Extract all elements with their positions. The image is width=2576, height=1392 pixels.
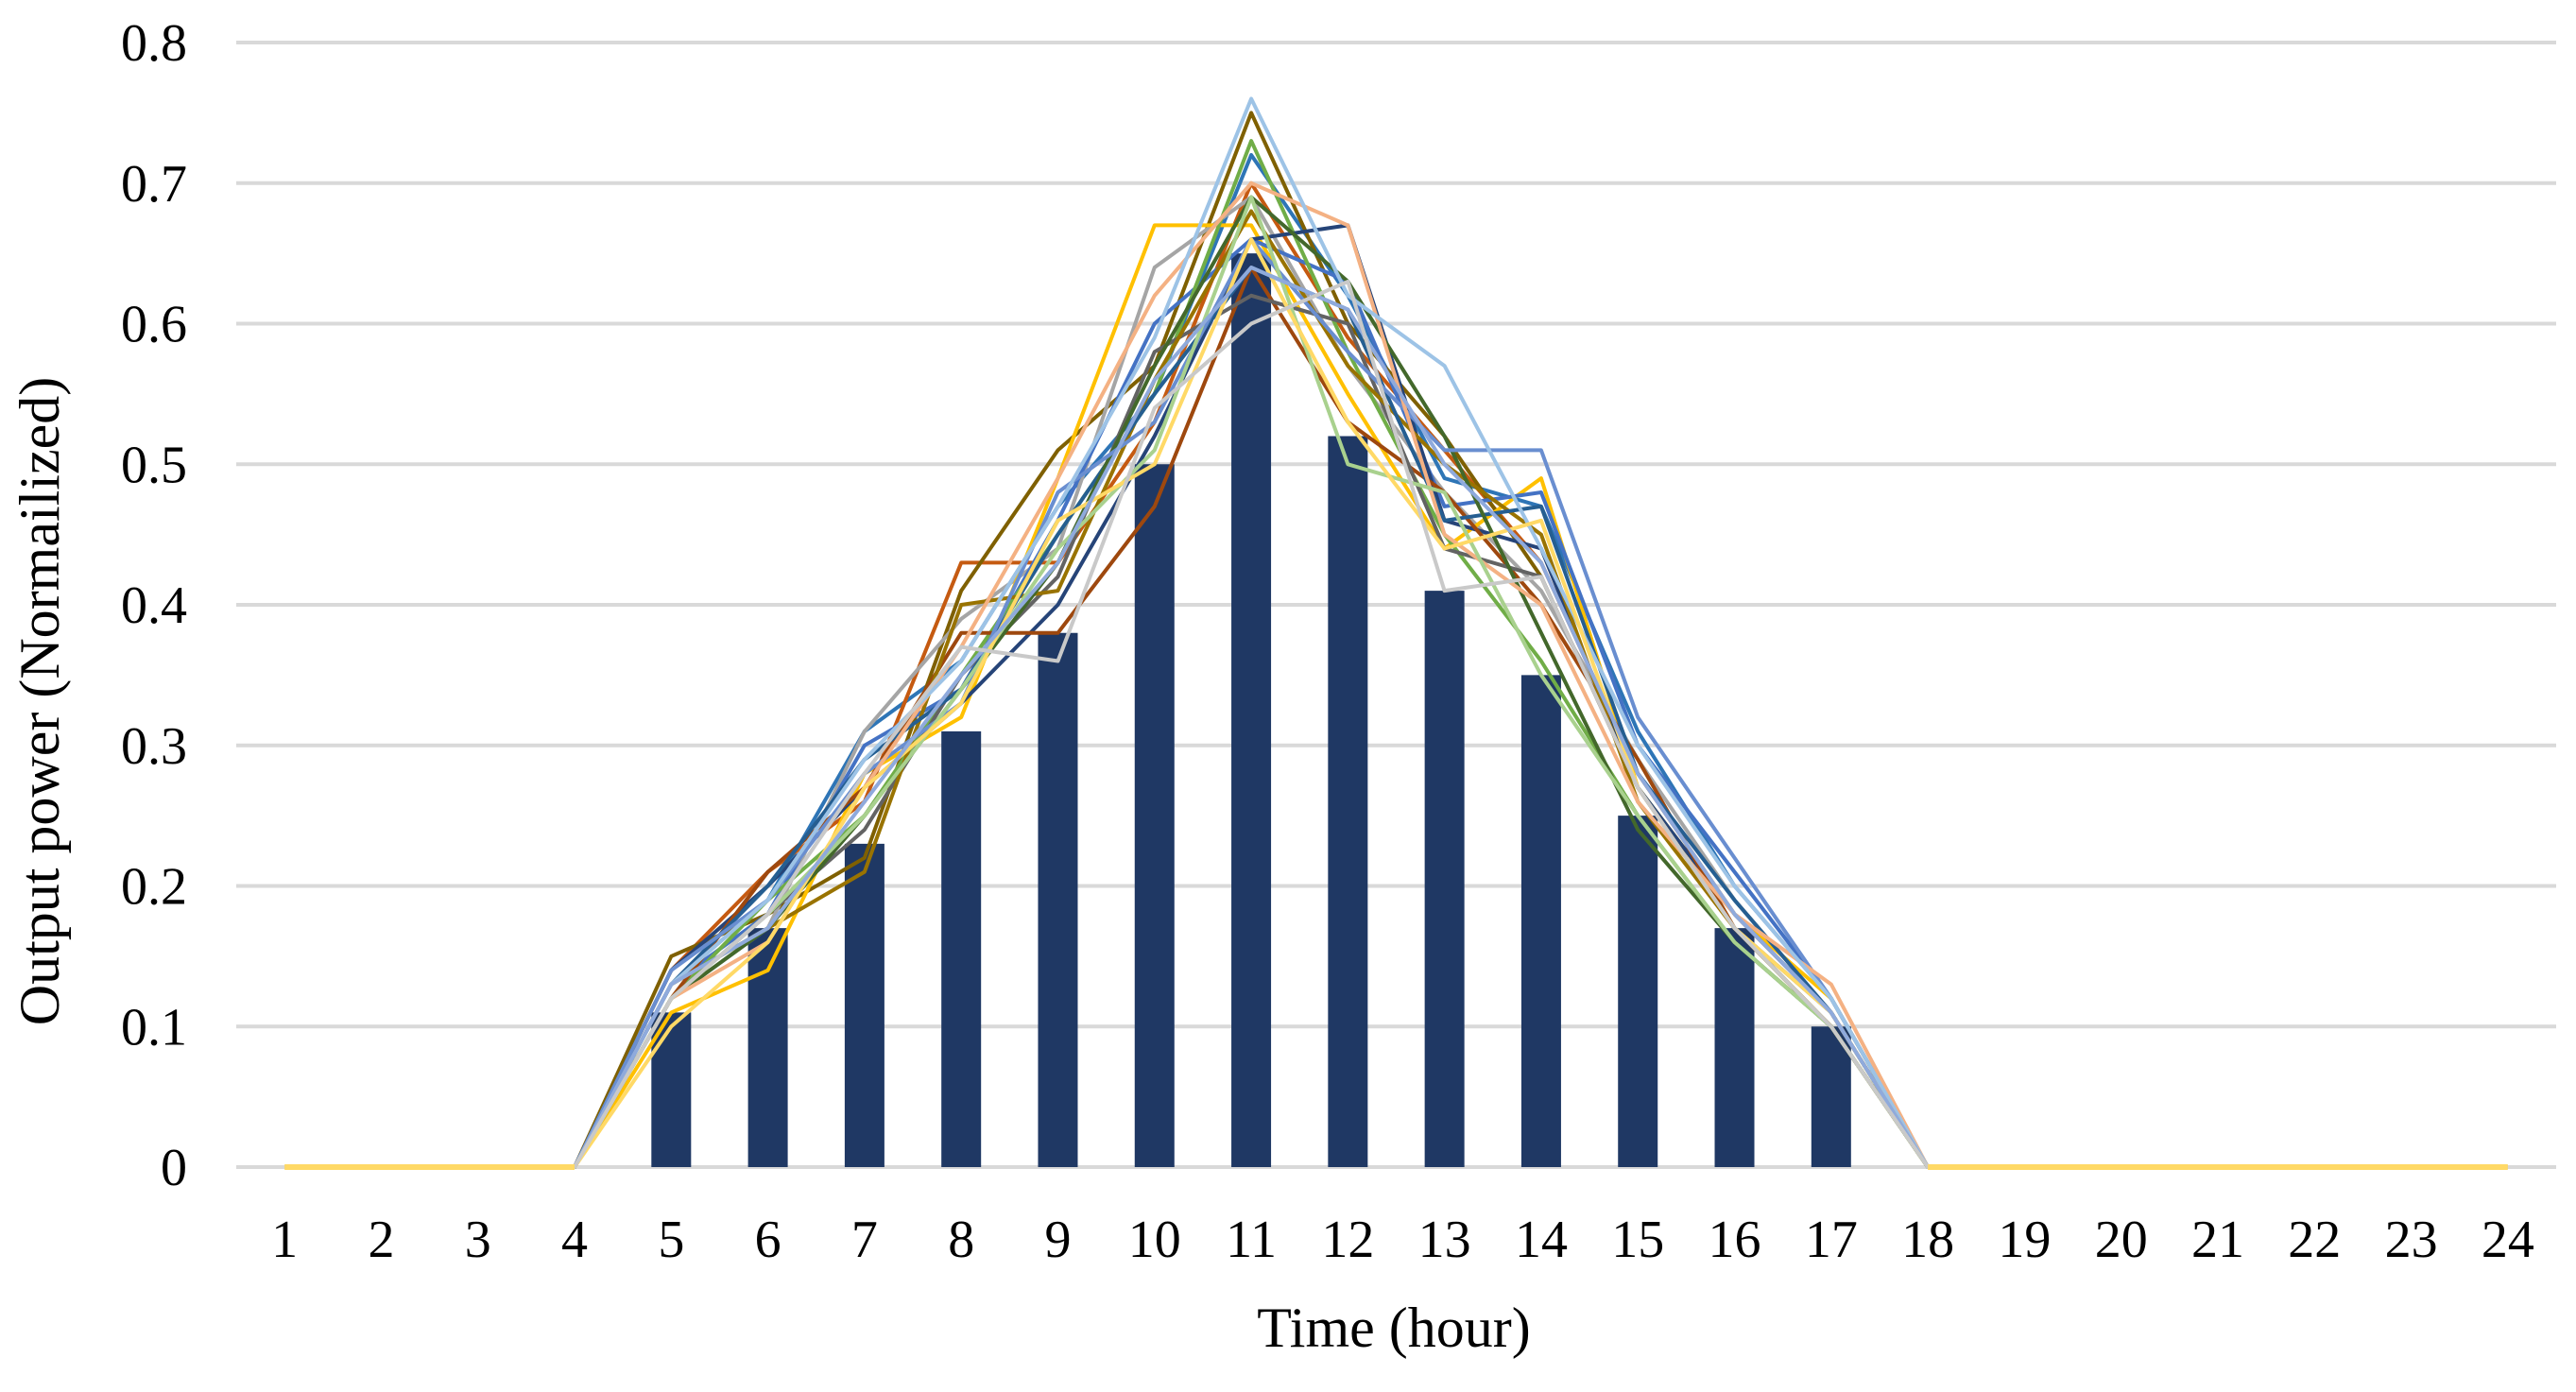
x-tick-labels: 1 2 3 4 5 6 7 8 9 10 11 12 13 14 15 16 17 18 19 20 21 22 23 24 <box>271 1211 2534 1269</box>
series-line <box>284 195 2508 1169</box>
x-tick-label: 6 <box>755 1211 781 1269</box>
bars <box>651 253 1851 1167</box>
bar <box>941 730 982 1167</box>
x-tick-label: 16 <box>1709 1211 1761 1269</box>
bar <box>1424 591 1465 1167</box>
y-tick-label: 0.7 <box>121 155 187 214</box>
x-axis-title: Time (hour) <box>1257 1297 1530 1359</box>
bar <box>1520 675 1561 1167</box>
x-tick-label: 8 <box>948 1211 974 1269</box>
x-tick-label: 18 <box>1901 1211 1954 1269</box>
x-tick-label: 10 <box>1128 1211 1181 1269</box>
x-tick-label: 13 <box>1418 1211 1471 1269</box>
series-lines <box>284 96 2508 1170</box>
y-tick-label: 0.3 <box>121 717 187 776</box>
x-tick-label: 20 <box>2095 1211 2148 1269</box>
y-tick-label: 0 <box>161 1139 187 1197</box>
y-tick-label: 0.6 <box>121 296 187 354</box>
bar <box>1038 632 1078 1167</box>
bar <box>1618 816 1658 1167</box>
x-tick-label: 1 <box>271 1211 298 1269</box>
x-tick-label: 22 <box>2288 1211 2341 1269</box>
bar <box>1714 928 1755 1167</box>
x-tick-label: 12 <box>1321 1211 1374 1269</box>
x-tick-label: 9 <box>1044 1211 1071 1269</box>
x-tick-label: 2 <box>368 1211 394 1269</box>
x-tick-label: 14 <box>1515 1211 1568 1269</box>
bar <box>1231 253 1272 1167</box>
x-tick-label: 24 <box>2482 1211 2534 1269</box>
x-tick-label: 3 <box>465 1211 491 1269</box>
series-line <box>284 111 2508 1169</box>
y-tick-labels: 0 0.1 0.2 0.3 0.4 0.5 0.6 0.7 0.8 <box>121 14 187 1197</box>
x-tick-label: 19 <box>1998 1211 2051 1269</box>
x-tick-label: 15 <box>1611 1211 1664 1269</box>
x-tick-label: 21 <box>2191 1211 2244 1269</box>
series-line <box>284 195 2508 1169</box>
series-line <box>284 209 2508 1169</box>
x-tick-label: 11 <box>1226 1211 1277 1269</box>
x-tick-label: 4 <box>561 1211 588 1269</box>
y-axis-title: Output power (Normailized) <box>9 377 71 1025</box>
y-tick-label: 0.8 <box>121 14 187 73</box>
y-tick-label: 0.1 <box>121 998 187 1057</box>
x-tick-label: 17 <box>1805 1211 1858 1269</box>
bar <box>844 843 884 1167</box>
bar <box>1328 436 1368 1167</box>
series-line <box>284 153 2508 1169</box>
series-line <box>284 139 2508 1169</box>
bar <box>651 1012 692 1167</box>
series-line <box>284 195 2508 1169</box>
y-tick-label: 0.4 <box>121 576 187 635</box>
bar <box>747 928 788 1167</box>
x-tick-label: 7 <box>851 1211 878 1269</box>
series-line <box>284 96 2508 1169</box>
y-tick-label: 0.5 <box>121 436 187 494</box>
y-tick-label: 0.2 <box>121 858 187 917</box>
x-tick-label: 5 <box>658 1211 684 1269</box>
bar <box>1134 464 1175 1167</box>
bar <box>1811 1026 1851 1167</box>
x-tick-label: 23 <box>2385 1211 2438 1269</box>
gridlines <box>236 41 2556 1169</box>
